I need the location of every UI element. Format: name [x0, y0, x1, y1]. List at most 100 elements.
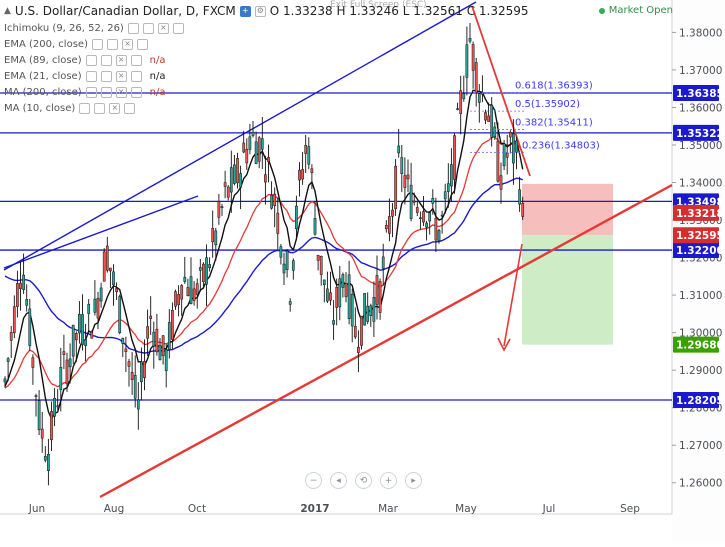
eye-icon[interactable] [85, 86, 97, 98]
more-icon[interactable] [124, 102, 136, 114]
stop-loss-zone[interactable] [522, 183, 613, 236]
support-trendline[interactable] [99, 183, 673, 499]
candle-body [146, 326, 149, 339]
candle-body [406, 174, 410, 180]
eye-icon[interactable] [127, 22, 139, 34]
y-tick-label: 1.30000 [679, 328, 722, 340]
close-icon[interactable]: × [121, 38, 133, 50]
close-icon[interactable]: × [115, 70, 127, 82]
settings-icon[interactable] [100, 70, 112, 82]
indicator-label[interactable]: EMA (89, close) [4, 54, 82, 66]
indicator-row[interactable]: MA (10, close) × [4, 100, 529, 116]
eye-icon[interactable] [85, 54, 97, 66]
y-tick-label: 1.29000 [679, 365, 722, 377]
zoom-out-icon[interactable]: ◂ [330, 472, 347, 489]
candle-body [9, 332, 13, 341]
candle-body [195, 283, 199, 295]
candle-body [37, 400, 41, 431]
channel-upper-line[interactable] [3, 1, 477, 271]
candle-body [25, 299, 29, 306]
price-tag-label: 1.28205 [676, 395, 724, 407]
chart-legend: ▲ U.S. Dollar/Canadian Dollar, D, FXCM +… [4, 2, 529, 116]
settings-icon[interactable] [142, 22, 154, 34]
candle-body [515, 140, 518, 153]
candle-body [251, 131, 255, 136]
price-tag-bg [673, 336, 719, 353]
indicator-value: n/a [149, 54, 166, 66]
eye-icon[interactable] [85, 70, 97, 82]
settings-icon[interactable]: ⚙ [254, 5, 266, 17]
more-icon[interactable] [130, 54, 142, 66]
candle-body [276, 212, 280, 234]
candle-body [477, 93, 481, 103]
candle-body [93, 298, 97, 313]
collapse-icon[interactable]: ▲ [4, 6, 11, 16]
indicator-label[interactable]: MA (10, close) [4, 102, 76, 114]
more-icon[interactable] [130, 70, 142, 82]
indicator-label[interactable]: EMA (200, close) [4, 38, 88, 50]
candle-body [347, 274, 351, 319]
indicator-label[interactable]: EMA (21, close) [4, 70, 82, 82]
compare-icon[interactable]: + [239, 5, 251, 17]
eye-icon[interactable] [91, 38, 103, 50]
indicator-row[interactable]: EMA (21, close) × n/a [4, 68, 529, 84]
candle-body [102, 251, 106, 282]
more-icon[interactable] [172, 22, 184, 34]
candle-body [307, 146, 311, 165]
candle-body [140, 361, 143, 383]
projection-arrow[interactable] [503, 243, 523, 347]
symbol-title[interactable]: U.S. Dollar/Canadian Dollar, D, FXCM [14, 4, 236, 18]
scroll-right-icon[interactable]: ▸ [405, 472, 422, 489]
settings-icon[interactable] [100, 86, 112, 98]
indicator-row[interactable]: MA (200, close) × n/a [4, 84, 529, 100]
indicator-row[interactable]: EMA (89, close) × n/a [4, 52, 529, 68]
close-icon[interactable]: × [115, 54, 127, 66]
candle-body [505, 152, 509, 158]
fibonacci-retracement[interactable]: 0.618(1.36393) 0.5(1.35902) 0.382(1.35411)… [470, 81, 600, 153]
more-icon[interactable] [130, 86, 142, 98]
settings-icon[interactable] [94, 102, 106, 114]
candle-body [226, 186, 230, 198]
settings-icon[interactable] [100, 54, 112, 66]
target-zone[interactable] [522, 235, 613, 345]
x-tick-label: Mar [378, 503, 398, 515]
candle-body [344, 283, 348, 298]
candle-body [68, 358, 72, 368]
indicator-label[interactable]: MA (200, close) [4, 86, 82, 98]
candle-body [84, 339, 87, 346]
candle-body [183, 276, 187, 282]
channel-lower-line[interactable] [3, 195, 199, 269]
close-icon[interactable]: × [115, 86, 127, 98]
candle-body [484, 112, 487, 121]
plus-icon[interactable]: + [380, 472, 397, 489]
candle-body [186, 287, 190, 296]
eye-icon[interactable] [79, 102, 91, 114]
indicator-row[interactable]: EMA (200, close) × [4, 36, 529, 52]
horizontal-levels[interactable] [0, 92, 672, 401]
candle-body [71, 324, 75, 357]
candle-body [62, 351, 66, 355]
price-tag-bg [673, 391, 719, 408]
candle-body [338, 278, 342, 308]
minus-icon[interactable]: − [305, 472, 322, 489]
candle-body [313, 218, 317, 235]
close-icon[interactable]: × [157, 22, 169, 34]
price-tag-label: 1.35322 [676, 128, 724, 140]
indicator-row[interactable]: Ichimoku (9, 26, 52, 26) × [4, 20, 529, 36]
indicator-label[interactable]: Ichimoku (9, 26, 52, 26) [4, 22, 124, 34]
more-icon[interactable] [136, 38, 148, 50]
candle-body [56, 405, 60, 408]
position-tool[interactable] [522, 183, 613, 345]
settings-icon[interactable] [106, 38, 118, 50]
candle-body [211, 228, 215, 243]
candle-body [415, 207, 419, 213]
candle-body [350, 293, 354, 327]
time-axis[interactable]: Jun Aug Oct 2017 Mar May Jul Sep [28, 503, 640, 515]
candle-body [453, 135, 456, 180]
candle-body [96, 297, 100, 319]
candle-body [468, 38, 472, 42]
close-icon[interactable]: × [109, 102, 121, 114]
reset-icon[interactable]: ⟲ [355, 472, 372, 489]
